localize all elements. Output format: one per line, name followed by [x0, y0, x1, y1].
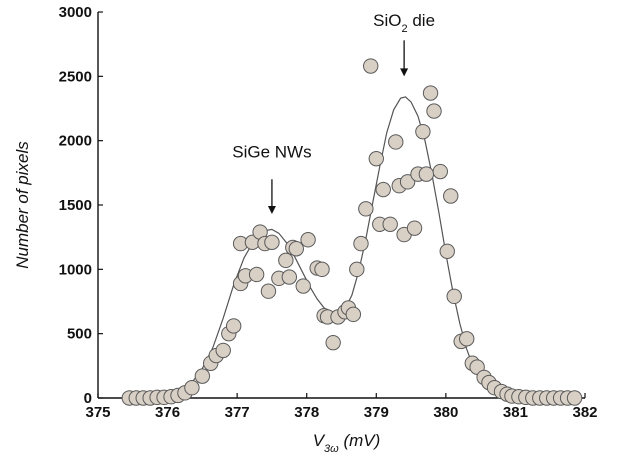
y-tick-label: 0 [84, 390, 92, 407]
y-tick-label: 2000 [59, 133, 92, 150]
data-point [215, 342, 231, 359]
data-point [184, 380, 200, 396]
y-tick-label: 1000 [59, 261, 92, 278]
annotations-layer: SiGe NWs SiO2 die [232, 11, 435, 215]
data-point [406, 220, 423, 236]
data-point [314, 261, 330, 278]
x-tick-label: 378 [294, 404, 319, 421]
y-tick-label: 1500 [59, 197, 92, 214]
data-point [300, 232, 316, 248]
y-tick-label: 2500 [59, 68, 92, 85]
fit-curve [129, 96, 575, 399]
data-point [432, 163, 448, 180]
x-tick-label: 381 [503, 404, 528, 421]
x-tick-label: 375 [85, 404, 110, 421]
data-point [281, 269, 298, 285]
fit-curve-layer [129, 96, 575, 399]
data-point [353, 235, 369, 252]
data-point [225, 318, 242, 334]
data-point [426, 103, 442, 119]
annotation-arrowhead-sio2 [400, 68, 409, 77]
y-axis-title: Number of pixels [13, 141, 32, 269]
data-point [248, 266, 265, 283]
sio2-subscript: 2 [402, 23, 408, 35]
x-tick-label: 379 [364, 404, 389, 421]
data-point [415, 123, 431, 140]
data-point [375, 181, 391, 198]
x-tick-label: 376 [155, 404, 180, 421]
y-tick-label: 500 [67, 326, 92, 343]
annotation-sige-nws: SiGe NWs [232, 142, 311, 161]
data-point [566, 390, 583, 406]
annotation-arrowhead-sige [267, 206, 276, 215]
y-tick-label: 3000 [59, 4, 92, 21]
sio2-rest: die [408, 11, 435, 30]
data-point [422, 85, 439, 101]
x-axis-title-sub: 3ω [324, 443, 339, 455]
x-tick-label: 380 [433, 404, 458, 421]
data-point [446, 288, 462, 305]
data-point [349, 261, 365, 278]
data-point [399, 174, 416, 190]
data-point [325, 334, 341, 351]
data-point [288, 241, 304, 257]
data-points-layer [121, 58, 583, 406]
data-point [264, 234, 280, 251]
data-point [260, 283, 277, 299]
data-point [439, 243, 455, 260]
data-point [443, 188, 459, 204]
x-axis-title: V3ω (mV) [313, 431, 381, 455]
data-point [418, 166, 435, 182]
x-tick-label: 382 [572, 404, 597, 421]
data-point [382, 216, 398, 233]
data-point [358, 201, 374, 217]
data-point [295, 278, 311, 294]
data-point [388, 134, 404, 150]
data-point [459, 331, 475, 347]
data-point [194, 368, 211, 384]
data-point [278, 252, 294, 269]
data-point [345, 306, 362, 323]
annotation-sio2-die: SiO2 die [373, 11, 435, 35]
data-point [368, 150, 384, 167]
data-point [363, 58, 379, 74]
x-axis-title-rest: (mV) [339, 431, 381, 450]
sio2-main: SiO [373, 11, 401, 30]
axes: 0 500 1000 1500 2000 2500 3000 375 376 377 378 379 3… [59, 4, 598, 421]
x-axis-title-main: V [313, 431, 326, 450]
x-tick-label: 377 [225, 404, 250, 421]
